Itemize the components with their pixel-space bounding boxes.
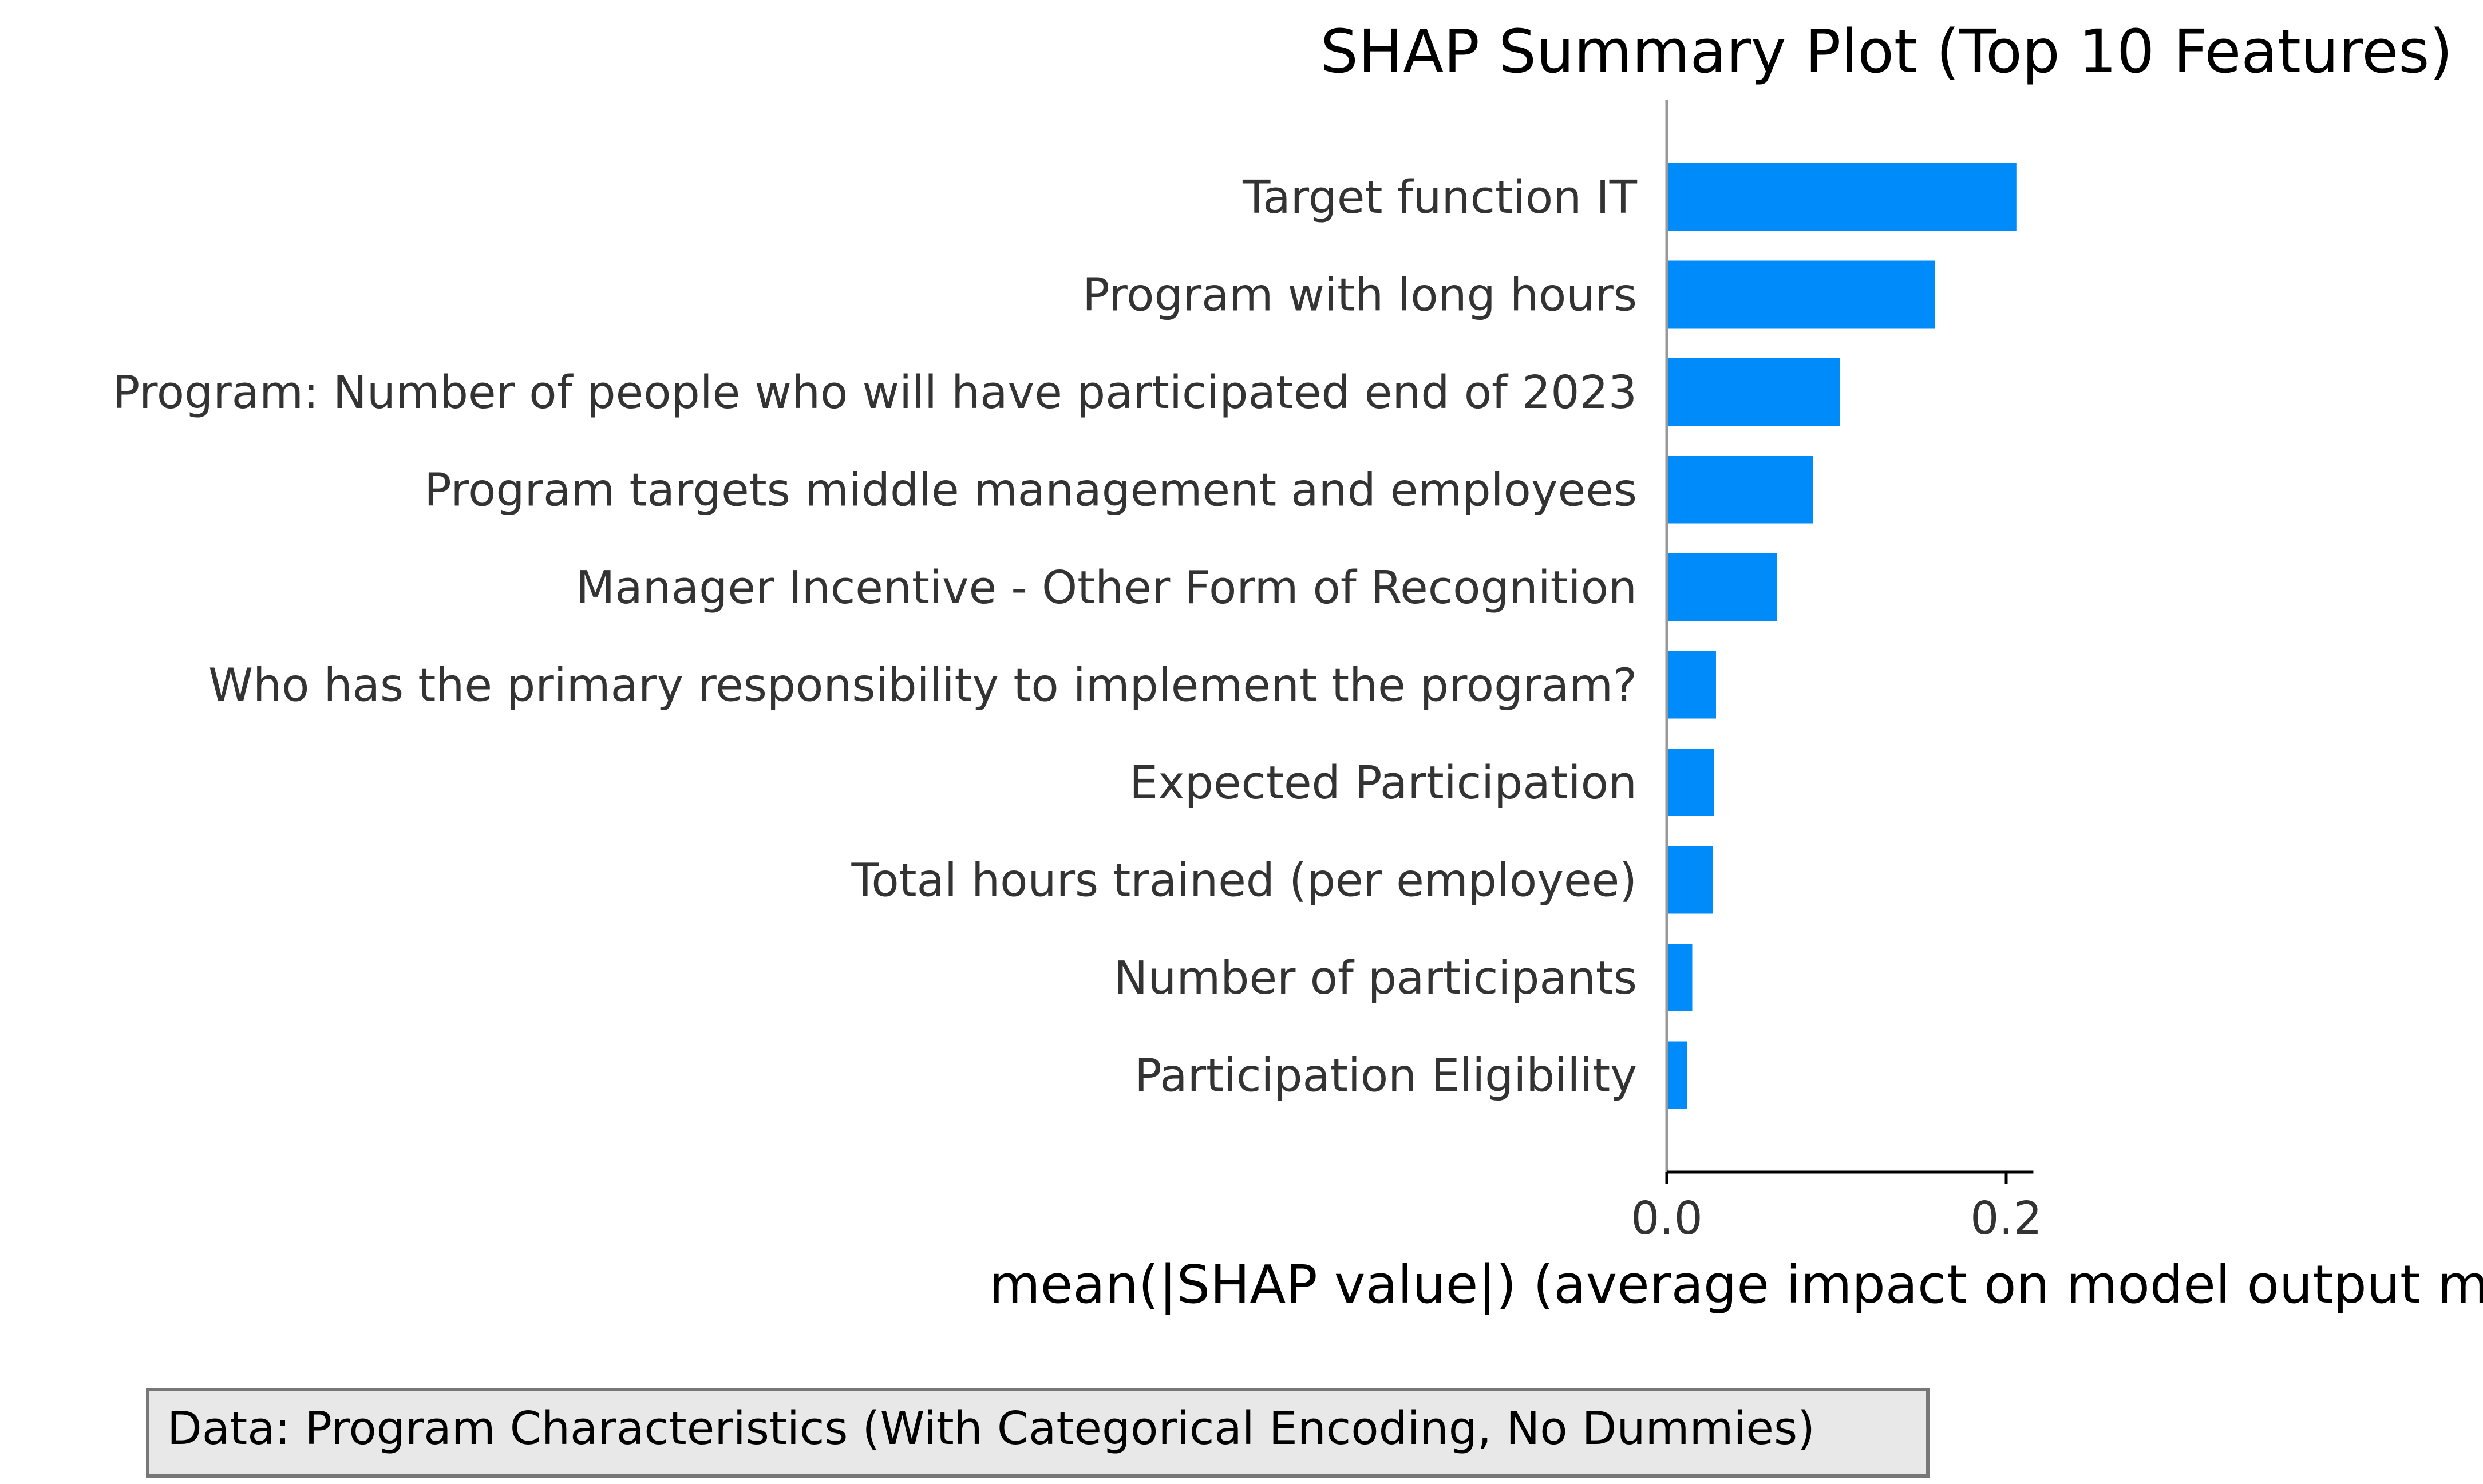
bar-1 [1667,163,2017,231]
category-label-2: Program with long hours [1082,269,1637,322]
category-label-4: Program targets middle management and em… [424,464,1637,517]
bar-3 [1667,358,1840,426]
bars-layer [1667,163,2017,1109]
chart-title: SHAP Summary Plot (Top 10 Features) [1320,17,2453,86]
x-tick-label-2: 0.2 [1970,1192,2042,1245]
bar-6 [1667,651,1716,719]
category-labels: Target function IT Program with long hour… [113,171,1638,1102]
bar-2 [1667,260,1935,329]
category-label-8: Total hours trained (per employee) [851,854,1637,907]
x-tick-label-1: 0.0 [1631,1192,1703,1245]
category-label-9: Number of participants [1114,952,1637,1004]
category-label-1: Target function IT [1242,171,1638,224]
bar-4 [1667,456,1813,524]
note-box [146,1388,1930,1478]
category-label-3: Program: Number of people who will have … [113,366,1637,419]
category-label-6: Who has the primary responsibility to im… [208,659,1637,712]
category-label-5: Manager Incentive - Other Form of Recogn… [576,561,1637,614]
bar-10 [1667,1041,1687,1109]
x-axis-label: mean(|SHAP value|) (average impact on mo… [989,1254,2483,1315]
data-source-note: Data: Program Characteristics (With Cate… [146,1388,1930,1478]
x-axis: 0.0 0.2 [1631,100,2042,1245]
note-text: Data: Program Characteristics (With Cate… [167,1402,1815,1455]
category-label-10: Participation Eligibility [1134,1050,1637,1102]
bar-7 [1667,749,1715,816]
bar-8 [1667,846,1713,914]
category-label-7: Expected Participation [1129,757,1637,809]
bar-9 [1667,944,1693,1011]
bar-5 [1667,553,1777,621]
